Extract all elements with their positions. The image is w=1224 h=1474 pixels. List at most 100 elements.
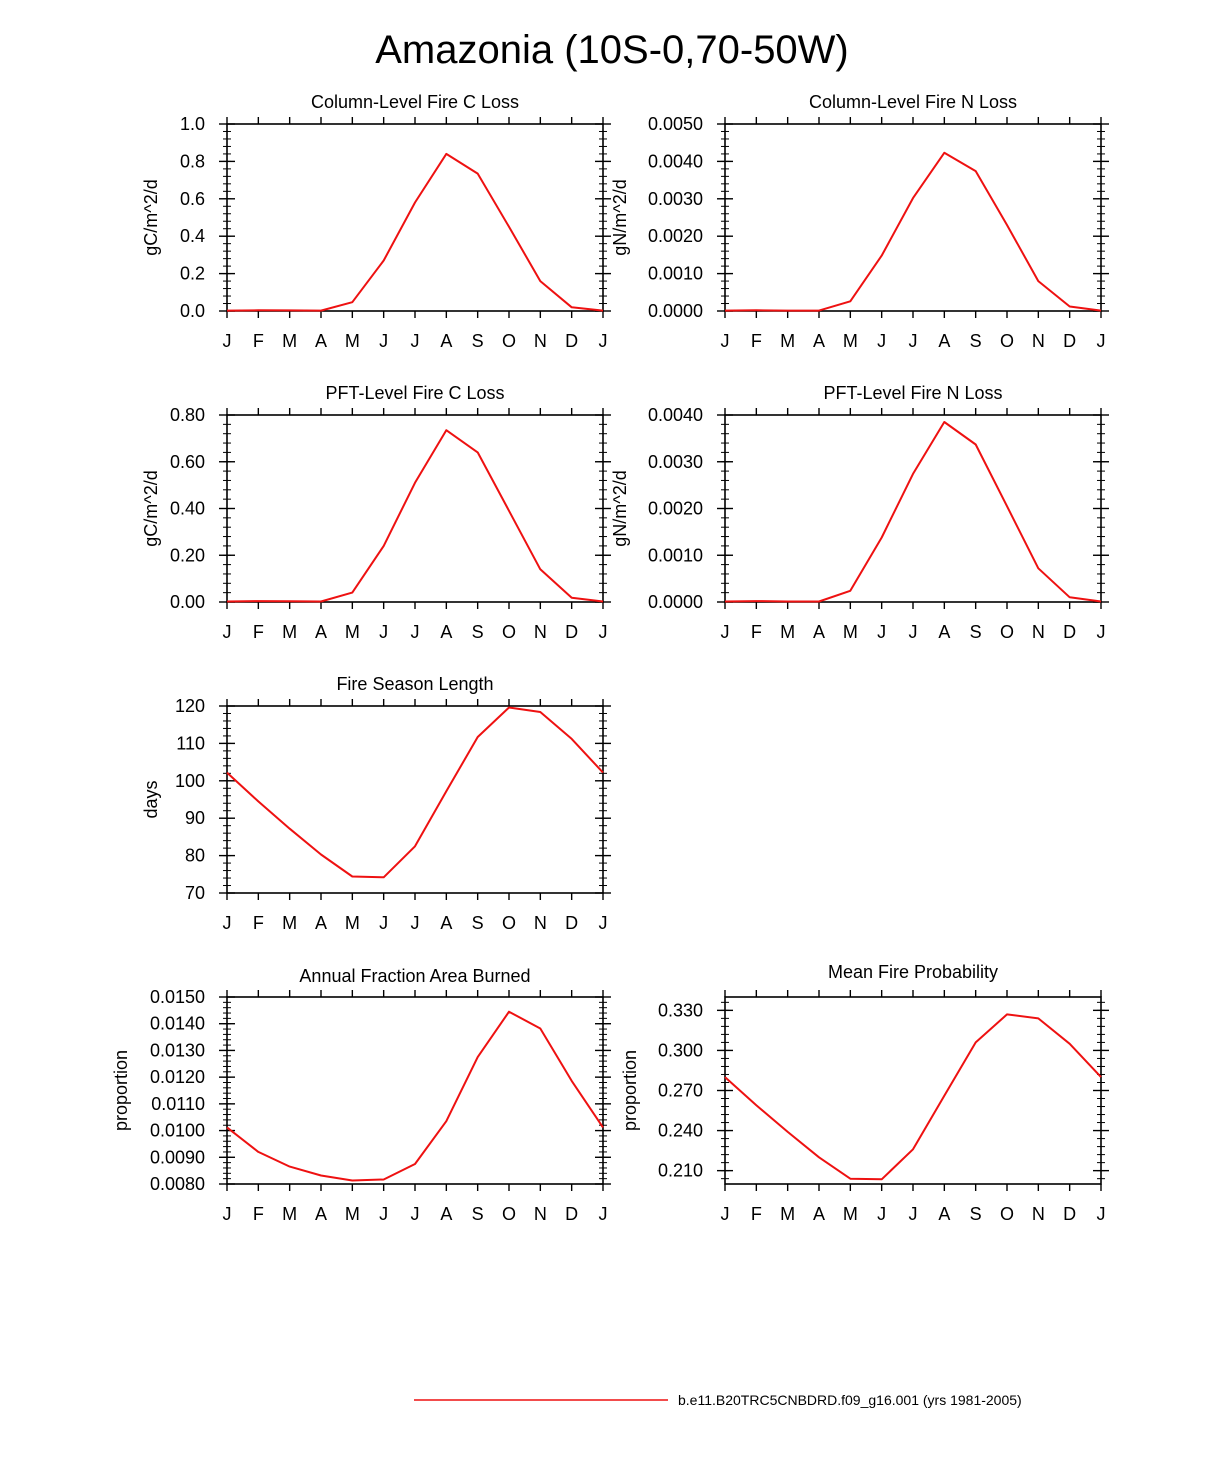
y-tick-label: 0.0000 xyxy=(648,592,703,612)
x-tick-label: D xyxy=(565,331,578,351)
x-tick-label: S xyxy=(970,331,982,351)
x-tick-label: M xyxy=(843,622,858,642)
x-tick-label: J xyxy=(599,913,608,933)
x-tick-label: J xyxy=(1097,1204,1106,1224)
y-axis-label: proportion xyxy=(620,1050,640,1131)
x-tick-label: N xyxy=(534,331,547,351)
y-tick-label: 0.60 xyxy=(170,452,205,472)
x-tick-label: M xyxy=(843,1204,858,1224)
y-tick-label: 0.6 xyxy=(180,189,205,209)
x-tick-label: A xyxy=(938,331,950,351)
x-tick-label: D xyxy=(1063,1204,1076,1224)
figure-title: Amazonia (10S-0,70-50W) xyxy=(375,28,849,72)
x-tick-label: A xyxy=(813,1204,825,1224)
x-tick-label: J xyxy=(909,331,918,351)
y-axis: 70 80 90 100 110 120 xyxy=(175,696,611,903)
y-tick-label: 0.0030 xyxy=(648,189,703,209)
x-tick-label: M xyxy=(780,331,795,351)
y-tick-label: 0.0110 xyxy=(151,1094,205,1114)
plot-frame xyxy=(226,705,604,894)
x-tick-label: A xyxy=(440,331,452,351)
x-tick-label: A xyxy=(440,913,452,933)
x-tick-label: J xyxy=(599,1204,608,1224)
x-tick-label: A xyxy=(315,913,327,933)
y-tick-label: 0.0130 xyxy=(150,1040,205,1060)
chart-title: PFT-Level Fire N Loss xyxy=(823,383,1002,403)
x-tick-label: A xyxy=(813,622,825,642)
y-tick-label: 0.0090 xyxy=(150,1147,205,1167)
x-tick-label: O xyxy=(1000,331,1014,351)
legend: b.e11.B20TRC5CNBDRD.f09_g16.001 (yrs 198… xyxy=(414,1392,1022,1408)
x-tick-label: S xyxy=(970,1204,982,1224)
x-tick-label: J xyxy=(379,331,388,351)
x-tick-label: O xyxy=(1000,1204,1014,1224)
y-tick-label: 0.0100 xyxy=(150,1121,205,1141)
y-tick-label: 1.0 xyxy=(180,114,205,134)
x-tick-label: J xyxy=(909,1204,918,1224)
x-tick-label: M xyxy=(282,1204,297,1224)
series-line xyxy=(724,151,1102,312)
x-tick-label: M xyxy=(780,1204,795,1224)
x-tick-label: M xyxy=(282,331,297,351)
x-tick-label: F xyxy=(751,331,762,351)
y-tick-label: 0.210 xyxy=(658,1161,703,1181)
x-tick-label: N xyxy=(534,622,547,642)
x-tick-label: J xyxy=(721,331,730,351)
y-axis-label: proportion xyxy=(111,1050,131,1131)
y-axis: 0.0000 0.0010 0.0020 0.0030 0.0040 xyxy=(648,405,1109,612)
x-tick-label: D xyxy=(565,622,578,642)
y-tick-label: 0.0 xyxy=(180,301,205,321)
x-tick-label: S xyxy=(472,622,484,642)
y-tick-label: 0.240 xyxy=(658,1121,703,1141)
y-tick-label: 0.0040 xyxy=(648,405,703,425)
x-tick-label: J xyxy=(379,622,388,642)
x-tick-label: O xyxy=(502,1204,516,1224)
x-tick-label: J xyxy=(721,622,730,642)
y-axis: 0.00 0.20 0.40 0.60 0.80 xyxy=(170,405,611,612)
x-tick-label: J xyxy=(909,622,918,642)
y-axis-label: gN/m^2/d xyxy=(610,179,630,255)
y-tick-label: 0.0010 xyxy=(648,545,703,565)
x-tick-label: A xyxy=(938,622,950,642)
x-tick-label: J xyxy=(223,1204,232,1224)
plot-frame xyxy=(724,123,1102,312)
chart-title: PFT-Level Fire C Loss xyxy=(325,383,504,403)
y-tick-label: 0.0020 xyxy=(648,226,703,246)
chart-title: Fire Season Length xyxy=(336,674,493,694)
chart-title: Column-Level Fire C Loss xyxy=(311,92,519,112)
x-tick-label: N xyxy=(534,1204,547,1224)
x-tick-label: O xyxy=(502,913,516,933)
y-tick-label: 0.20 xyxy=(170,545,205,565)
y-tick-label: 0.300 xyxy=(658,1040,703,1060)
x-tick-label: J xyxy=(721,1204,730,1224)
x-tick-label: J xyxy=(223,331,232,351)
series-line xyxy=(226,1010,604,1182)
y-tick-label: 0.2 xyxy=(180,264,205,284)
y-axis-label: gC/m^2/d xyxy=(141,179,161,255)
y-tick-label: 0.0020 xyxy=(648,499,703,519)
y-tick-label: 110 xyxy=(176,733,205,753)
x-tick-label: J xyxy=(223,913,232,933)
x-tick-label: J xyxy=(1097,331,1106,351)
series-line xyxy=(724,1013,1102,1181)
x-tick-label: S xyxy=(472,913,484,933)
y-tick-label: 70 xyxy=(185,883,205,903)
x-tick-label: F xyxy=(253,913,264,933)
x-tick-label: S xyxy=(970,622,982,642)
series-line xyxy=(226,152,604,312)
chart-title: Mean Fire Probability xyxy=(828,962,998,982)
x-tick-label: F xyxy=(253,622,264,642)
x-tick-label: D xyxy=(1063,331,1076,351)
x-tick-label: F xyxy=(751,622,762,642)
x-tick-label: S xyxy=(472,331,484,351)
